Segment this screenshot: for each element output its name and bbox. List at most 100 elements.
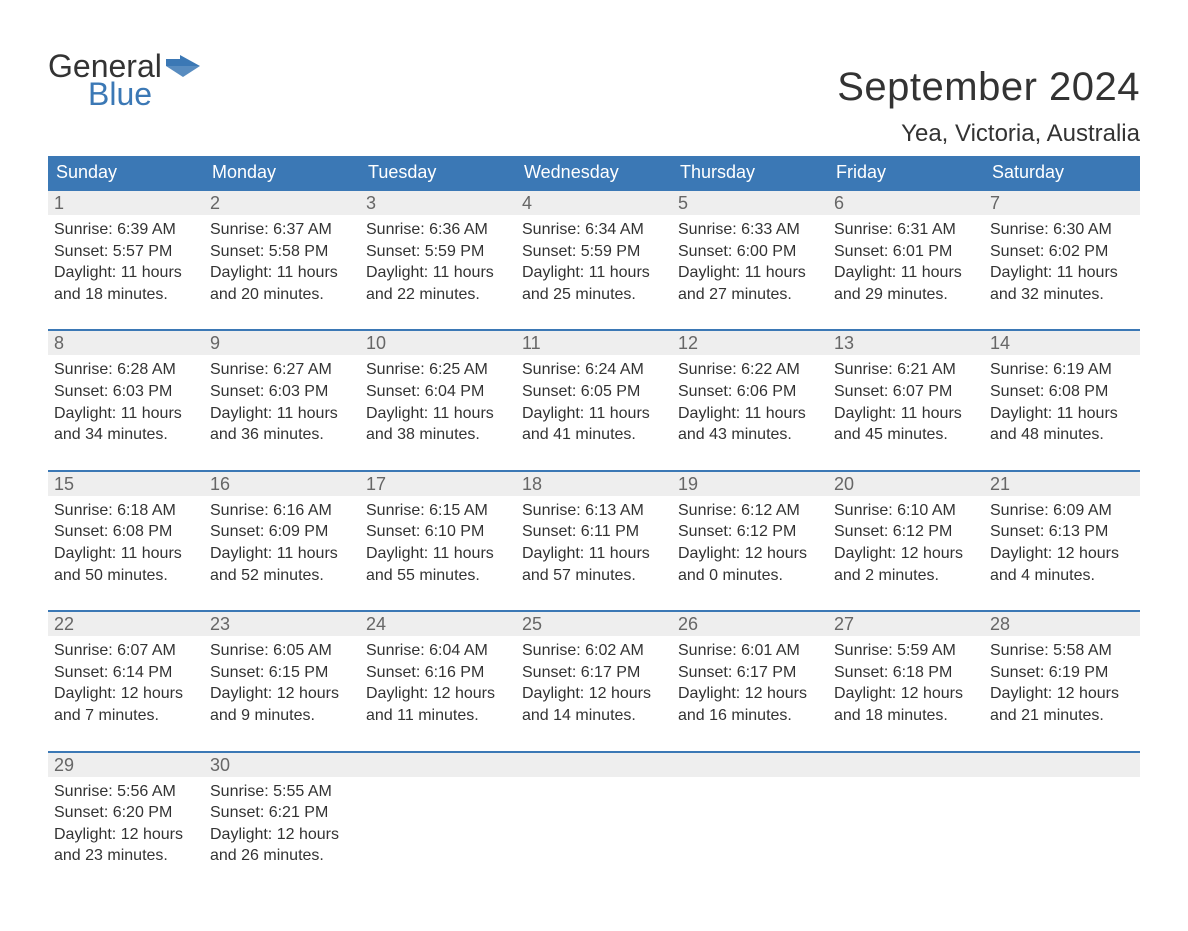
- logo: General Blue: [48, 50, 200, 110]
- day-cell: 25Sunrise: 6:02 AMSunset: 6:17 PMDayligh…: [516, 612, 672, 726]
- day-body: Sunrise: 6:31 AMSunset: 6:01 PMDaylight:…: [828, 215, 984, 305]
- daylight-line-2: and 7 minutes.: [54, 705, 198, 727]
- day-number: 28: [984, 612, 1140, 636]
- day-cell: 19Sunrise: 6:12 AMSunset: 6:12 PMDayligh…: [672, 472, 828, 586]
- sunset-line: Sunset: 6:19 PM: [990, 662, 1134, 684]
- day-body: Sunrise: 6:22 AMSunset: 6:06 PMDaylight:…: [672, 355, 828, 445]
- daylight-line-2: and 36 minutes.: [210, 424, 354, 446]
- day-number: 5: [672, 191, 828, 215]
- daylight-line-2: and 50 minutes.: [54, 565, 198, 587]
- daylight-line-2: and 32 minutes.: [990, 284, 1134, 306]
- daylight-line-1: Daylight: 11 hours: [678, 403, 822, 425]
- day-header-saturday: Saturday: [984, 156, 1140, 189]
- day-cell: 26Sunrise: 6:01 AMSunset: 6:17 PMDayligh…: [672, 612, 828, 726]
- day-number: 19: [672, 472, 828, 496]
- sunrise-line: Sunrise: 6:18 AM: [54, 500, 198, 522]
- day-body: Sunrise: 6:34 AMSunset: 5:59 PMDaylight:…: [516, 215, 672, 305]
- day-body: Sunrise: 6:02 AMSunset: 6:17 PMDaylight:…: [516, 636, 672, 726]
- day-number: 2: [204, 191, 360, 215]
- day-number: 17: [360, 472, 516, 496]
- day-cell: [828, 753, 984, 867]
- sunrise-line: Sunrise: 6:01 AM: [678, 640, 822, 662]
- day-cell: 23Sunrise: 6:05 AMSunset: 6:15 PMDayligh…: [204, 612, 360, 726]
- day-number: 4: [516, 191, 672, 215]
- daylight-line-1: Daylight: 11 hours: [210, 403, 354, 425]
- sunrise-line: Sunrise: 6:37 AM: [210, 219, 354, 241]
- day-number: [516, 753, 672, 777]
- day-cell: 27Sunrise: 5:59 AMSunset: 6:18 PMDayligh…: [828, 612, 984, 726]
- day-cell: 15Sunrise: 6:18 AMSunset: 6:08 PMDayligh…: [48, 472, 204, 586]
- sunrise-line: Sunrise: 6:34 AM: [522, 219, 666, 241]
- day-body: Sunrise: 6:19 AMSunset: 6:08 PMDaylight:…: [984, 355, 1140, 445]
- daylight-line-2: and 21 minutes.: [990, 705, 1134, 727]
- logo-text-blue: Blue: [48, 78, 200, 110]
- sunrise-line: Sunrise: 6:22 AM: [678, 359, 822, 381]
- day-cell: 1Sunrise: 6:39 AMSunset: 5:57 PMDaylight…: [48, 191, 204, 305]
- day-header-monday: Monday: [204, 156, 360, 189]
- day-number: 8: [48, 331, 204, 355]
- sunrise-line: Sunrise: 5:56 AM: [54, 781, 198, 803]
- daylight-line-1: Daylight: 11 hours: [678, 262, 822, 284]
- day-body: Sunrise: 6:09 AMSunset: 6:13 PMDaylight:…: [984, 496, 1140, 586]
- day-number: 3: [360, 191, 516, 215]
- day-header-sunday: Sunday: [48, 156, 204, 189]
- daylight-line-2: and 18 minutes.: [54, 284, 198, 306]
- daylight-line-1: Daylight: 11 hours: [522, 262, 666, 284]
- day-cell: 13Sunrise: 6:21 AMSunset: 6:07 PMDayligh…: [828, 331, 984, 445]
- day-number: 23: [204, 612, 360, 636]
- daylight-line-1: Daylight: 11 hours: [834, 403, 978, 425]
- sunset-line: Sunset: 6:12 PM: [678, 521, 822, 543]
- day-body: Sunrise: 5:56 AMSunset: 6:20 PMDaylight:…: [48, 777, 204, 867]
- day-number: 21: [984, 472, 1140, 496]
- sunrise-line: Sunrise: 6:27 AM: [210, 359, 354, 381]
- day-number: 22: [48, 612, 204, 636]
- daylight-line-1: Daylight: 12 hours: [522, 683, 666, 705]
- day-cell: 3Sunrise: 6:36 AMSunset: 5:59 PMDaylight…: [360, 191, 516, 305]
- weeks-container: 1Sunrise: 6:39 AMSunset: 5:57 PMDaylight…: [48, 189, 1140, 867]
- day-body: Sunrise: 6:12 AMSunset: 6:12 PMDaylight:…: [672, 496, 828, 586]
- sunset-line: Sunset: 5:58 PM: [210, 241, 354, 263]
- day-number: 15: [48, 472, 204, 496]
- sunrise-line: Sunrise: 6:19 AM: [990, 359, 1134, 381]
- daylight-line-1: Daylight: 12 hours: [990, 683, 1134, 705]
- daylight-line-1: Daylight: 11 hours: [54, 403, 198, 425]
- sunrise-line: Sunrise: 5:55 AM: [210, 781, 354, 803]
- day-number: 12: [672, 331, 828, 355]
- day-cell: 14Sunrise: 6:19 AMSunset: 6:08 PMDayligh…: [984, 331, 1140, 445]
- top-row: General Blue September 2024: [48, 50, 1140, 110]
- day-cell: 5 Sunrise: 6:33 AMSunset: 6:00 PMDaylight…: [672, 191, 828, 305]
- sunrise-line: Sunrise: 6:10 AM: [834, 500, 978, 522]
- day-number: 29: [48, 753, 204, 777]
- sunrise-line: Sunrise: 5:58 AM: [990, 640, 1134, 662]
- day-cell: 9Sunrise: 6:27 AMSunset: 6:03 PMDaylight…: [204, 331, 360, 445]
- day-cell: 10Sunrise: 6:25 AMSunset: 6:04 PMDayligh…: [360, 331, 516, 445]
- day-number: 11: [516, 331, 672, 355]
- sunrise-line: Sunrise: 6:33 AM: [678, 219, 822, 241]
- daylight-line-2: and 25 minutes.: [522, 284, 666, 306]
- sunset-line: Sunset: 6:00 PM: [678, 241, 822, 263]
- daylight-line-1: Daylight: 12 hours: [990, 543, 1134, 565]
- daylight-line-1: Daylight: 12 hours: [834, 683, 978, 705]
- day-header-wednesday: Wednesday: [516, 156, 672, 189]
- day-number: 26: [672, 612, 828, 636]
- day-number: 6: [828, 191, 984, 215]
- daylight-line-2: and 26 minutes.: [210, 845, 354, 867]
- day-number: 7: [984, 191, 1140, 215]
- daylight-line-2: and 2 minutes.: [834, 565, 978, 587]
- sunset-line: Sunset: 6:06 PM: [678, 381, 822, 403]
- sunrise-line: Sunrise: 6:09 AM: [990, 500, 1134, 522]
- week-row: 8Sunrise: 6:28 AMSunset: 6:03 PMDaylight…: [48, 329, 1140, 445]
- sunset-line: Sunset: 6:02 PM: [990, 241, 1134, 263]
- day-cell: 2 Sunrise: 6:37 AMSunset: 5:58 PMDaylight…: [204, 191, 360, 305]
- sunrise-line: Sunrise: 6:12 AM: [678, 500, 822, 522]
- daylight-line-2: and 11 minutes.: [366, 705, 510, 727]
- day-body: Sunrise: 6:15 AMSunset: 6:10 PMDaylight:…: [360, 496, 516, 586]
- sunset-line: Sunset: 6:21 PM: [210, 802, 354, 824]
- day-cell: [360, 753, 516, 867]
- day-body: Sunrise: 6:16 AMSunset: 6:09 PMDaylight:…: [204, 496, 360, 586]
- day-number: 1: [48, 191, 204, 215]
- daylight-line-1: Daylight: 11 hours: [210, 262, 354, 284]
- daylight-line-2: and 23 minutes.: [54, 845, 198, 867]
- daylight-line-2: and 14 minutes.: [522, 705, 666, 727]
- day-number: 25: [516, 612, 672, 636]
